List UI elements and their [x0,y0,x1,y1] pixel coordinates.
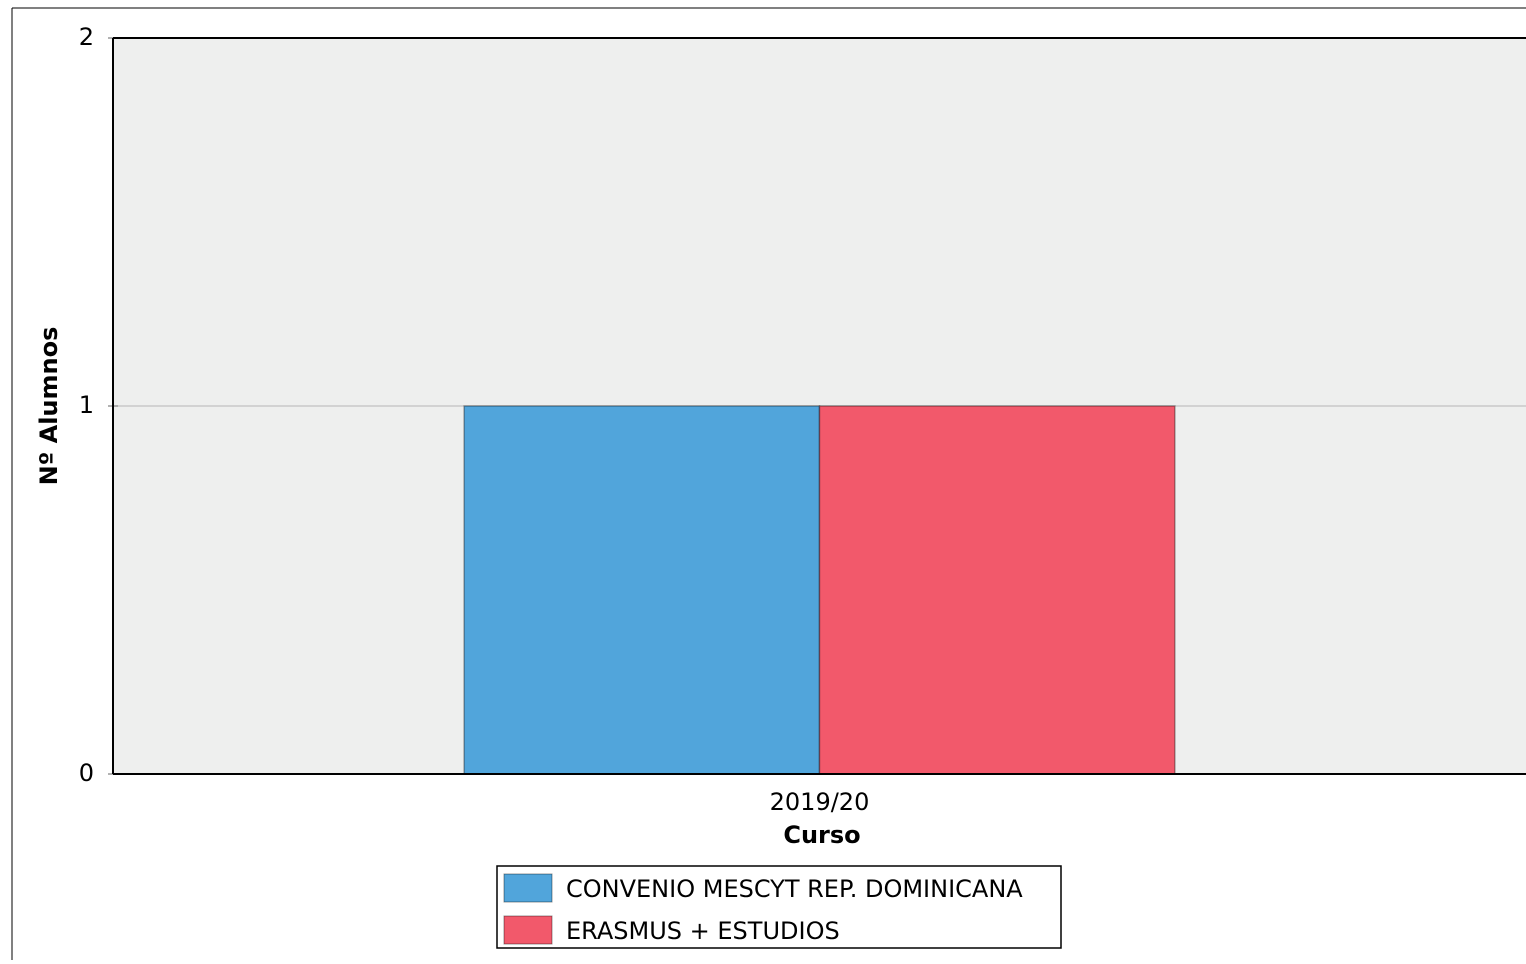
y-tick-label: 2 [79,23,94,51]
legend-swatch [503,915,553,945]
y-tick-label: 0 [79,759,94,787]
legend-label: CONVENIO MESCYT REP. DOMINICANA [566,875,1023,903]
x-tick-label: 2019/20 [770,788,870,816]
legend-swatch [503,873,553,903]
legend-box [496,865,1062,949]
y-tick-label: 1 [79,391,94,419]
x-axis-label: Curso [783,821,860,849]
bar [463,405,821,775]
legend-label: ERASMUS + ESTUDIOS [566,917,840,945]
y-axis-label: Nº Alumnos [35,327,63,486]
bar [818,405,1176,775]
